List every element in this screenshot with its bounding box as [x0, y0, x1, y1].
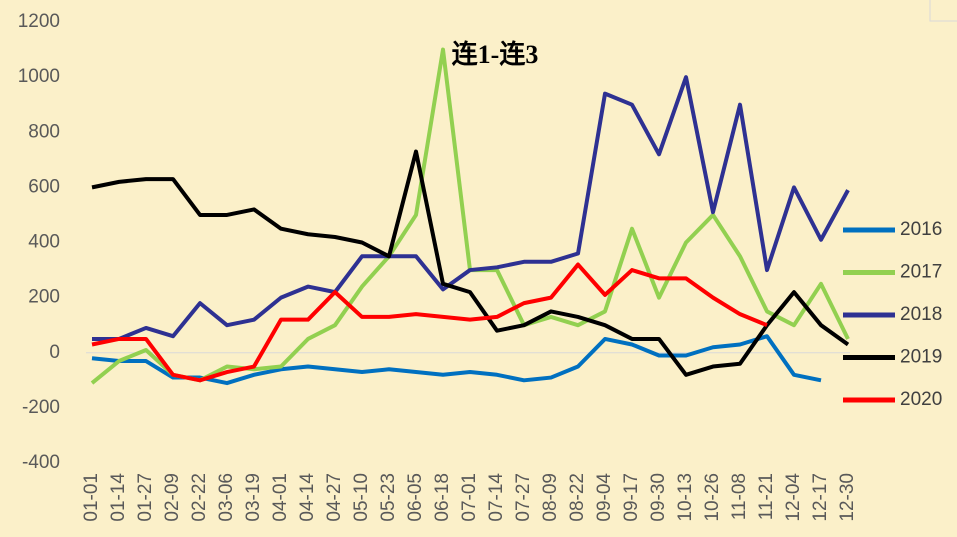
series-line — [91, 334, 822, 386]
x-tick-label: 10-13 — [675, 473, 696, 522]
x-tick-label: 04-14 — [297, 473, 318, 522]
x-tick-label: 12-17 — [810, 473, 831, 522]
x-tick-label: 02-09 — [162, 473, 183, 522]
x-tick-label: 02-22 — [189, 473, 210, 522]
x-tick-label: 09-04 — [594, 473, 615, 522]
legend-label: 2018 — [900, 304, 942, 325]
x-tick-label: 10-26 — [702, 473, 723, 522]
y-tick-label: 600 — [28, 176, 60, 197]
x-tick-label: 05-23 — [378, 473, 399, 522]
series-line — [92, 75, 850, 341]
x-tick-label: 03-19 — [243, 473, 264, 522]
x-tick-label: 12-04 — [783, 473, 804, 522]
x-tick-label: 12-30 — [837, 473, 858, 522]
series-line — [91, 149, 850, 377]
x-tick-label: 07-27 — [513, 473, 534, 522]
frame-corner — [929, 0, 957, 22]
y-tick-label: 0 — [49, 342, 60, 363]
x-tick-label: 11-21 — [756, 473, 777, 520]
y-tick-label: 400 — [28, 232, 60, 253]
y-tick-label: 1000 — [18, 66, 60, 87]
y-tick-label: -400 — [22, 452, 60, 473]
x-tick-label: 07-14 — [486, 473, 507, 522]
legend-label: 2020 — [900, 389, 942, 410]
x-tick-label: 09-17 — [621, 473, 642, 522]
x-tick-label: 09-30 — [648, 473, 669, 522]
y-tick-label: 200 — [28, 287, 60, 308]
x-tick-label: 05-10 — [351, 473, 372, 522]
x-tick-label: 06-18 — [432, 473, 453, 522]
x-tick-label: 04-27 — [324, 473, 345, 522]
legend-label: 2019 — [900, 347, 942, 368]
x-tick-label: 01-01 — [81, 473, 102, 522]
x-tick-label: 08-22 — [567, 473, 588, 522]
series-line — [91, 262, 768, 383]
x-tick-label: 11-08 — [729, 473, 750, 520]
x-tick-label: 04-01 — [270, 473, 291, 522]
x-tick-label: 08-09 — [540, 473, 561, 522]
y-tick-label: 1200 — [18, 11, 60, 32]
x-tick-label: 01-14 — [108, 473, 129, 522]
x-tick-label: 06-05 — [405, 473, 426, 522]
y-tick-label: 800 — [28, 121, 60, 142]
chart-title: 连1-连3 — [452, 40, 539, 69]
legend-label: 2017 — [900, 262, 942, 283]
x-tick-label: 01-27 — [135, 473, 156, 522]
y-tick-label: -200 — [22, 397, 60, 418]
x-tick-label: 07-01 — [459, 473, 480, 522]
x-tick-label: 03-06 — [216, 473, 237, 522]
legend-label: 2016 — [900, 219, 942, 240]
